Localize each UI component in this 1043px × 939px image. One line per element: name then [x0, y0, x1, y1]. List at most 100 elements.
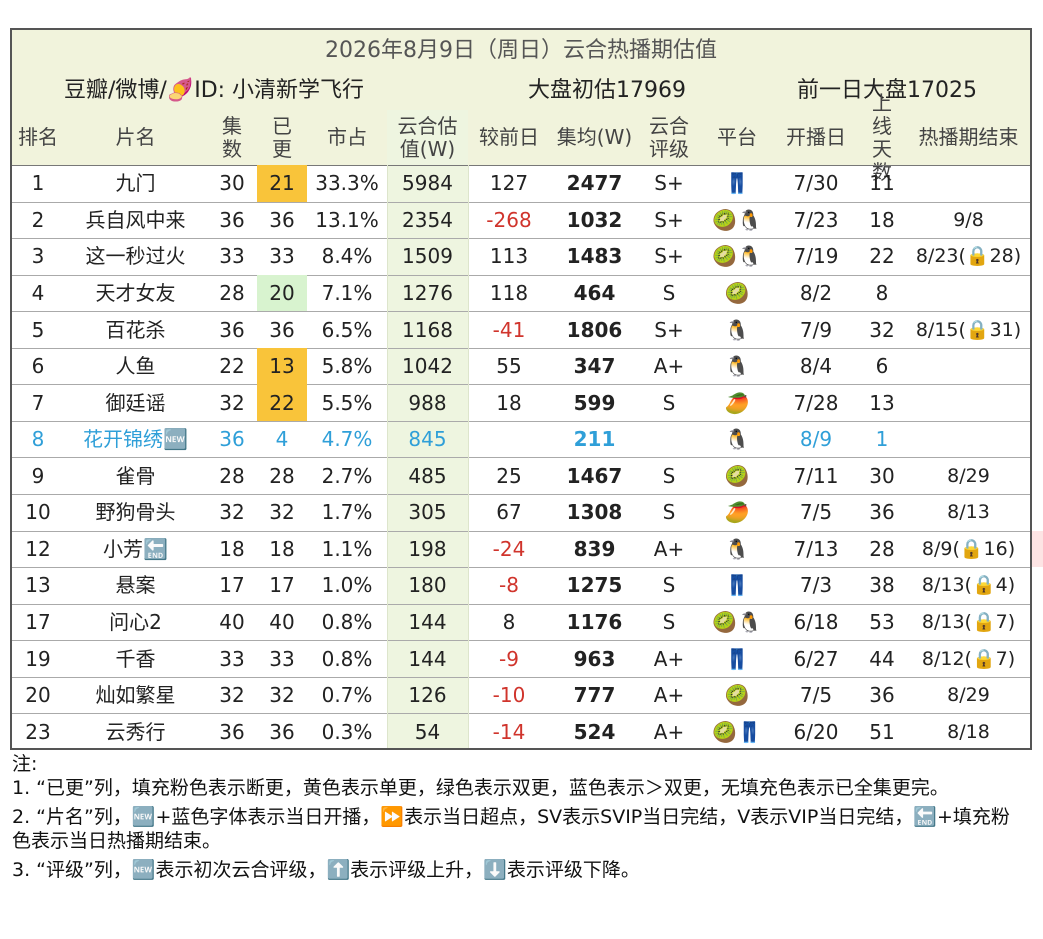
row-rule — [12, 676, 1030, 678]
cell: 0.8% — [321, 646, 373, 671]
cell: 9 — [31, 463, 45, 488]
cell: 人鱼 — [115, 354, 156, 379]
cell: 118 — [489, 280, 529, 305]
column-header: 较前日 — [479, 125, 539, 149]
cell: 8/4 — [799, 354, 833, 379]
row-rule — [12, 238, 1030, 240]
cell: 845 — [408, 427, 447, 452]
cell: 雀骨 — [115, 463, 156, 488]
column-header: 云合估值(W) — [397, 113, 458, 161]
cell: 2477 — [566, 171, 623, 196]
cell: 悬案 — [115, 573, 156, 598]
cell: -10 — [492, 683, 526, 708]
cell: 2354 — [402, 207, 453, 232]
cell: 32 — [219, 683, 245, 708]
cell: 0.8% — [321, 609, 373, 634]
cell: 8/29 — [947, 464, 990, 487]
cell: 🥝🐧 — [712, 207, 762, 232]
cell: 19 — [25, 646, 51, 671]
cell: 33 — [269, 646, 295, 671]
cell: 1275 — [566, 573, 623, 598]
cell: 17 — [25, 609, 51, 634]
cell: 5984 — [402, 171, 453, 196]
cell: 30 — [869, 463, 895, 488]
cell: 8.4% — [321, 244, 373, 269]
cell: 13 — [257, 347, 307, 385]
cell: 8/2 — [799, 280, 833, 305]
cell: 8/23(🔒28) — [915, 245, 1022, 268]
cell: 8/13(🔒7) — [921, 610, 1016, 633]
cell: 7/19 — [793, 244, 839, 269]
cell: 1.7% — [321, 500, 373, 525]
cell: 40 — [219, 609, 245, 634]
cell: S+ — [654, 207, 684, 232]
cell: 28 — [869, 536, 895, 561]
cell: 7/9 — [799, 317, 833, 342]
cell: A+ — [653, 536, 685, 561]
cell: -268 — [486, 207, 532, 232]
cell: 野狗骨头 — [95, 500, 176, 525]
cell: 13 — [869, 390, 895, 415]
cell: 198 — [408, 536, 447, 561]
cell: 305 — [408, 500, 447, 525]
cell: 👖 — [724, 646, 750, 671]
cell: 144 — [408, 646, 447, 671]
cell: 🥝 — [724, 280, 750, 305]
cell: 32 — [219, 390, 245, 415]
column-header: 热播期结束 — [918, 125, 1019, 149]
market-estimate: 大盘初估17969 — [528, 78, 686, 103]
cell: 51 — [869, 719, 895, 744]
cell: 7/30 — [793, 171, 839, 196]
cell: A+ — [653, 719, 685, 744]
cell: S — [662, 609, 676, 634]
cell: 36 — [869, 500, 895, 525]
cell: S — [662, 463, 676, 488]
cell: 53 — [869, 609, 895, 634]
cell: 1176 — [566, 609, 623, 634]
cell: 8 — [502, 609, 516, 634]
cell: S+ — [654, 244, 684, 269]
cell: 12 — [25, 536, 51, 561]
cell: 8 — [31, 427, 45, 452]
row-rule — [12, 201, 1030, 203]
cell: 18 — [869, 207, 895, 232]
cell: 113 — [489, 244, 529, 269]
cell: 33 — [269, 244, 295, 269]
cell: 67 — [496, 500, 522, 525]
row-rule — [12, 457, 1030, 459]
cell: 25 — [496, 463, 522, 488]
column-header: 平台 — [717, 125, 757, 149]
cell: 7/28 — [793, 390, 839, 415]
cell: 18 — [269, 536, 295, 561]
cell: 🐧 — [724, 317, 750, 342]
cell: 33 — [219, 646, 245, 671]
row-rule — [12, 640, 1030, 642]
cell: 36 — [269, 719, 295, 744]
cell: 32 — [269, 683, 295, 708]
cell: 🥝🐧 — [712, 609, 762, 634]
header-rule — [12, 165, 1030, 166]
cell: 1 — [31, 171, 45, 196]
cell: 22 — [869, 244, 895, 269]
cell: 485 — [408, 463, 447, 488]
note-item: 2. “片名”列，🆕+蓝色字体表示当日开播，⏩表示当日超点，SV表示SVIP当日… — [12, 806, 1010, 852]
cell: 千香 — [115, 646, 156, 671]
cell: 6/20 — [793, 719, 839, 744]
cell: 🥝 — [724, 683, 750, 708]
cell: 23 — [25, 719, 51, 744]
cell: 28 — [219, 463, 245, 488]
cell: 兵自风中来 — [85, 207, 186, 232]
cell: 28 — [269, 463, 295, 488]
cell: 7/23 — [793, 207, 839, 232]
cell: 464 — [573, 280, 616, 305]
cell: 8/13 — [947, 501, 990, 524]
column-header: 上线天数 — [872, 91, 892, 184]
cell: 8/15(🔒31) — [915, 318, 1022, 341]
cell: 347 — [573, 354, 616, 379]
cell: 👖 — [724, 573, 750, 598]
cell: 7/3 — [799, 573, 833, 598]
cell: 5 — [31, 317, 45, 342]
cell: 花开锦绣🆕 — [83, 427, 188, 452]
source: 豆瓣/微博/🍠ID: 小清新学飞行 — [64, 78, 365, 103]
cell: 1467 — [566, 463, 623, 488]
